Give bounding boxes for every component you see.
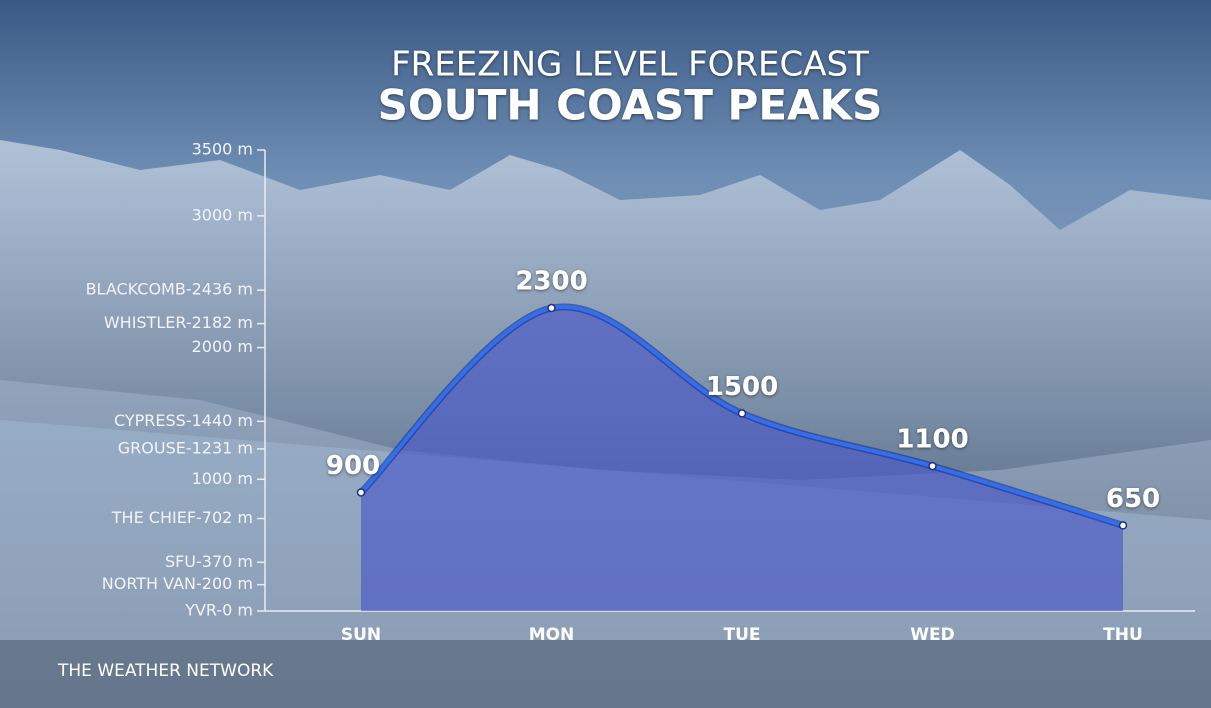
y-tick-label: GROUSE-1231 m bbox=[118, 438, 253, 457]
data-label: 1500 bbox=[706, 372, 778, 402]
footer-shade bbox=[0, 640, 1211, 708]
data-label: 2300 bbox=[515, 267, 587, 297]
y-tick-label: 2000 m bbox=[192, 337, 253, 356]
y-tick-label: CYPRESS-1440 m bbox=[114, 411, 253, 430]
y-tick-label: BLACKCOMB-2436 m bbox=[86, 280, 253, 299]
x-tick-label: MON bbox=[529, 625, 575, 645]
y-tick-label: 3500 m bbox=[192, 140, 253, 159]
x-tick-label: THU bbox=[1103, 625, 1143, 645]
x-tick-label: SUN bbox=[341, 625, 381, 645]
x-tick-label: TUE bbox=[723, 625, 760, 645]
source: THE WEATHER NETWORK bbox=[57, 661, 274, 681]
y-tick-label: SFU-370 m bbox=[165, 552, 253, 571]
point bbox=[547, 303, 556, 313]
y-tick-label: THE CHIEF-702 m bbox=[111, 508, 253, 527]
data-label: 900 bbox=[326, 451, 380, 481]
data-label: 650 bbox=[1106, 484, 1160, 514]
point bbox=[356, 488, 366, 497]
y-tick-label: 3000 m bbox=[192, 205, 253, 224]
y-tick-label: NORTH VAN-200 m bbox=[102, 574, 253, 593]
data-label: 1100 bbox=[896, 425, 968, 455]
area bbox=[361, 306, 1123, 611]
line-highlight bbox=[359, 304, 1124, 528]
y-tick-label: YVR-0 m bbox=[184, 601, 253, 620]
x-tick-label: WED bbox=[910, 625, 954, 645]
point bbox=[928, 461, 937, 471]
y-tick-label: 1000 m bbox=[192, 469, 253, 488]
point bbox=[737, 409, 747, 418]
y-tick-label: WHISTLER-2182 m bbox=[104, 313, 253, 332]
point bbox=[1118, 521, 1128, 530]
plot: YVR-0 m NORTH VAN-200 m SFU-370 m THE CHIEF… bbox=[86, 140, 1195, 645]
chart-title: SOUTH COAST PEAKS bbox=[378, 81, 883, 130]
chart-subtitle: FREEZING LEVEL FORECAST bbox=[391, 45, 869, 85]
